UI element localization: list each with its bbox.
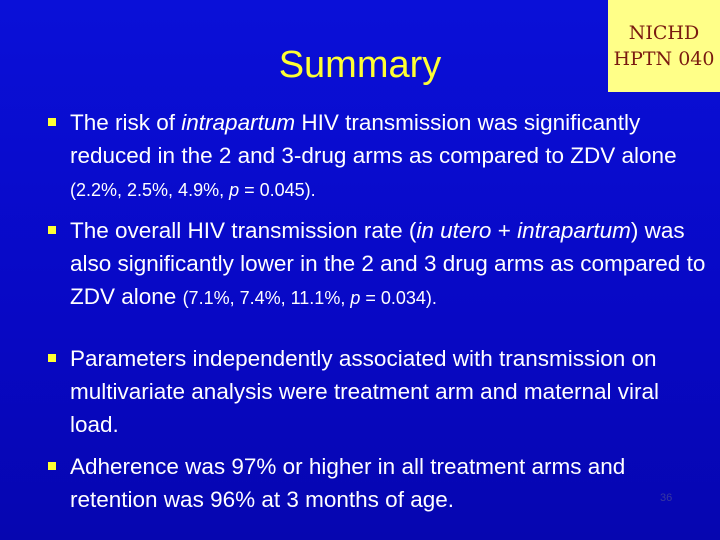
logo-line: NICHD [628,22,700,44]
text: The risk of [70,110,182,135]
text: (7.1%, 7.4%, 11.1%, [182,288,351,308]
text: Adherence was 97% or higher in all treat… [70,454,626,512]
text: in utero [416,218,492,243]
text: intrapartum [517,218,631,243]
bullet-marker [48,462,56,470]
text: ) was also significantly lower in the 2 … [70,218,706,309]
page-number: 36 [660,492,673,504]
bullet: Parameters independently associated with… [48,342,706,441]
text: intrapartum [181,110,296,135]
text: HIV transmission was significantly reduc… [70,110,677,168]
bullet: The risk of intrapartum HIV transmission… [48,106,706,207]
text: The overall HIV transmission rate ( [70,218,417,243]
text: = 0.034). [360,288,437,308]
text: + [491,218,518,243]
bullet-marker [48,118,56,126]
logo: NICHD HPTN 040 [608,0,720,92]
text: Parameters independently associated with… [70,346,659,437]
bullet-marker [48,354,56,362]
bullet-marker [48,226,56,234]
text: p [229,180,240,200]
bullet: Adherence was 97% or higher in all treat… [48,450,706,516]
slide-title: Summary [278,44,442,86]
logo-line: HPTN 040 [613,48,715,70]
text: = 0.045). [239,180,316,200]
text: p [350,288,361,308]
text: (2.2%, 2.5%, 4.9%, [70,180,230,200]
bullet: The overall HIV transmission rate (in ut… [48,214,706,315]
